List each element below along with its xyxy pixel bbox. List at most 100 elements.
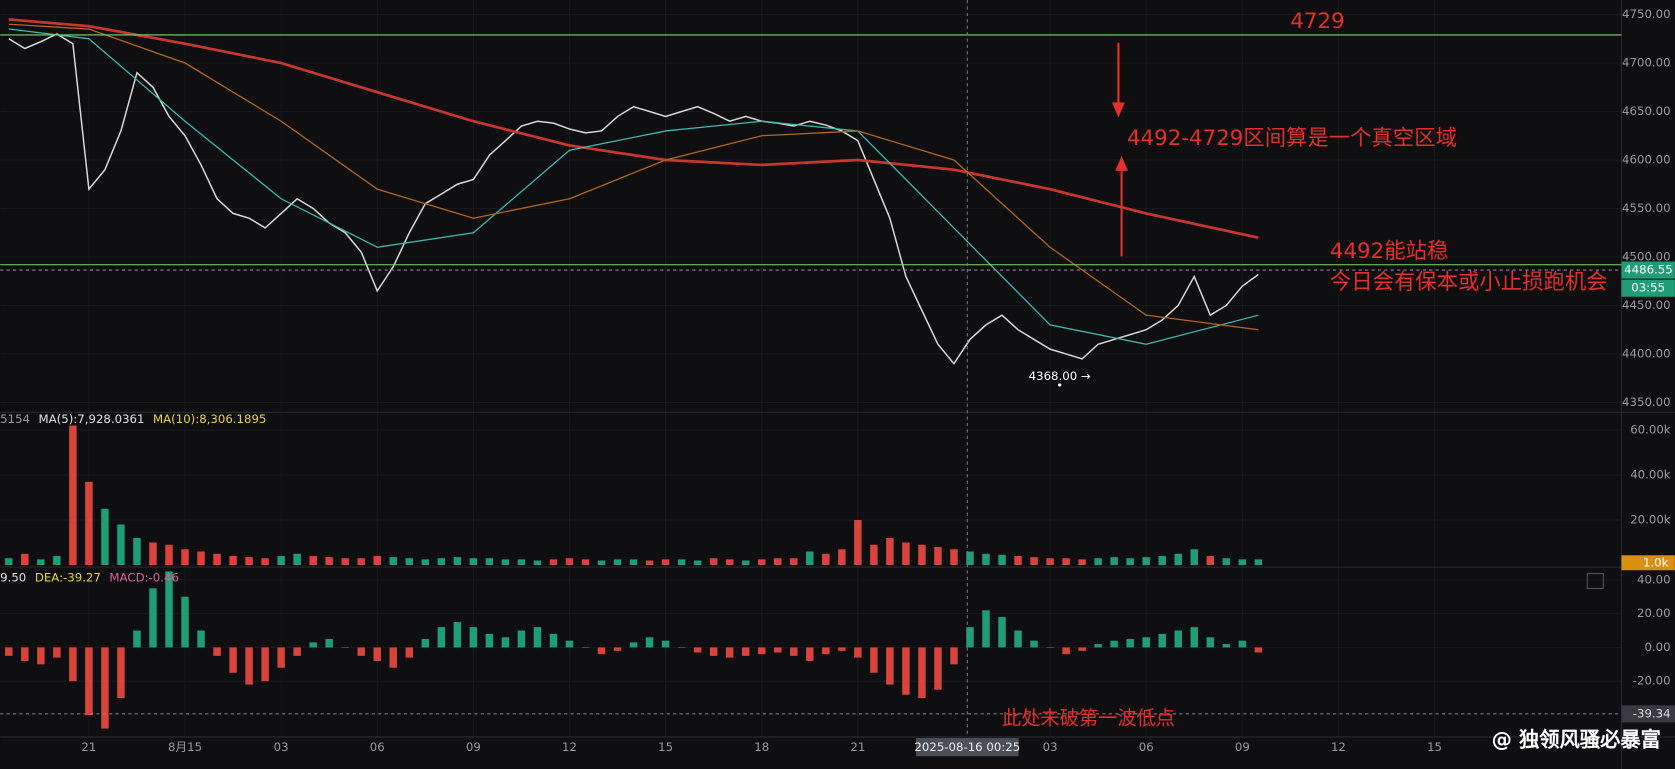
macd-bar: [229, 647, 237, 673]
volume-bar: [918, 544, 926, 566]
arrows: [1111, 42, 1129, 257]
macd-bar: [774, 647, 782, 653]
macd-bar: [1062, 647, 1070, 655]
volume-bar: [133, 538, 141, 566]
macd-bar: [1190, 627, 1198, 648]
macd-bar: [1254, 647, 1263, 653]
y-tick-label: 20.00k: [1630, 513, 1671, 527]
x-tick-label: 12: [562, 740, 577, 754]
volume-bar: [774, 558, 782, 566]
macd-bar: [181, 596, 189, 648]
legend-entry: MACD:-0.46: [109, 570, 179, 584]
volume-bar: [854, 520, 862, 566]
level-label: 4729: [1290, 9, 1344, 34]
x-tick-label: 12: [1331, 740, 1346, 754]
macd-bar: [421, 638, 430, 648]
macd-bar: [533, 627, 542, 648]
y-tick-label: 4500.00: [1622, 250, 1671, 264]
macd-bar: [629, 642, 638, 648]
volume-bar: [1222, 558, 1231, 566]
x-tick-label: 18: [754, 740, 769, 754]
volume-bar: [709, 558, 718, 566]
volume-bar: [966, 551, 974, 566]
macd-badge-label: -39.34: [1633, 706, 1671, 720]
moving-average: [8, 28, 1259, 345]
volume-bar: [373, 556, 381, 566]
volume-bar: [149, 542, 157, 566]
macd-bar: [389, 647, 398, 668]
price-badge-label: 4486.55: [1624, 263, 1673, 277]
macd-bar: [1030, 640, 1038, 648]
x-tick-label: 21: [81, 740, 96, 754]
y-tick-label: 0.00: [1644, 640, 1670, 654]
macd-bar: [325, 638, 333, 648]
time-badge-label: 03:55: [1631, 281, 1665, 295]
x-tick-label: 06: [1139, 740, 1154, 754]
macd-bar: [661, 640, 670, 648]
y-tick-label: 4750.00: [1622, 7, 1671, 21]
volume-bar: [549, 559, 558, 566]
macd-bar: [1206, 637, 1215, 648]
volume-bar: [421, 559, 430, 566]
macd-bar: [902, 647, 910, 695]
volume-bar: [229, 556, 237, 566]
macd-bar: [357, 647, 365, 656]
volume-bar: [5, 558, 13, 566]
y-tick-label: 4650.00: [1622, 104, 1671, 118]
volume-bar: [261, 558, 269, 566]
volume-bar: [790, 558, 798, 566]
price-line: [8, 33, 1259, 365]
volume-bar: [1046, 558, 1054, 566]
x-tick-label: 21: [850, 740, 865, 754]
macd-bar: [1046, 647, 1054, 648]
x-tick-label: 8月15: [168, 740, 202, 754]
volume-bar: [293, 553, 301, 566]
volume-bar: [1254, 559, 1263, 566]
volume-bar: [613, 559, 622, 566]
volume-bar: [902, 542, 910, 566]
volume-bar: [453, 557, 462, 566]
x-tick-label: 03: [1043, 740, 1058, 754]
volume-bar: [725, 559, 734, 566]
volume-bar: [645, 560, 654, 566]
macd-bar: [982, 610, 990, 648]
volume-bar: [1078, 559, 1086, 566]
x-tick-label: 06: [370, 740, 385, 754]
volume-bar: [197, 551, 205, 566]
volume-bar: [437, 558, 446, 566]
macd-bar: [1142, 637, 1150, 648]
macd-bar: [709, 647, 718, 656]
volume-bar: [53, 556, 61, 566]
expand-icon[interactable]: [1586, 573, 1604, 590]
volume-bar: [245, 557, 253, 566]
low-marker: [1058, 383, 1062, 387]
volume-bar: [309, 556, 317, 566]
x-tick-label: 09: [466, 740, 481, 754]
low-label: 4368.00 →: [1029, 369, 1091, 383]
volume-bar: [998, 554, 1006, 566]
macd-bar: [21, 647, 29, 661]
volume-bar: [117, 524, 125, 566]
volume-bar: [693, 560, 702, 566]
macd-bar: [453, 622, 462, 648]
legend-entry: MA(5):7,928.0361: [39, 412, 145, 426]
annotation: 此处未破第一波低点: [1002, 706, 1175, 729]
volume-bar: [1174, 553, 1182, 566]
x-tick-label: 15: [1427, 740, 1442, 754]
macd-bar: [693, 647, 702, 653]
legend-entry: 5154: [0, 412, 30, 426]
macd-bar: [213, 647, 221, 656]
y-tick-label: 4550.00: [1622, 201, 1671, 215]
y-tick-label: -20.00: [1633, 674, 1671, 688]
macd-bar: [886, 647, 894, 685]
volume-bar: [1110, 557, 1118, 566]
legend-entry: MA(10):8,306.1895: [153, 412, 266, 426]
volume-bar: [341, 558, 349, 566]
volume-bar: [1238, 559, 1247, 566]
macd-bar: [1158, 633, 1166, 648]
volume-bar: [886, 538, 894, 566]
macd-bar: [854, 647, 862, 658]
watermark: @ 独领风骚必暴富: [1492, 728, 1661, 752]
volume-bar: [661, 559, 670, 566]
